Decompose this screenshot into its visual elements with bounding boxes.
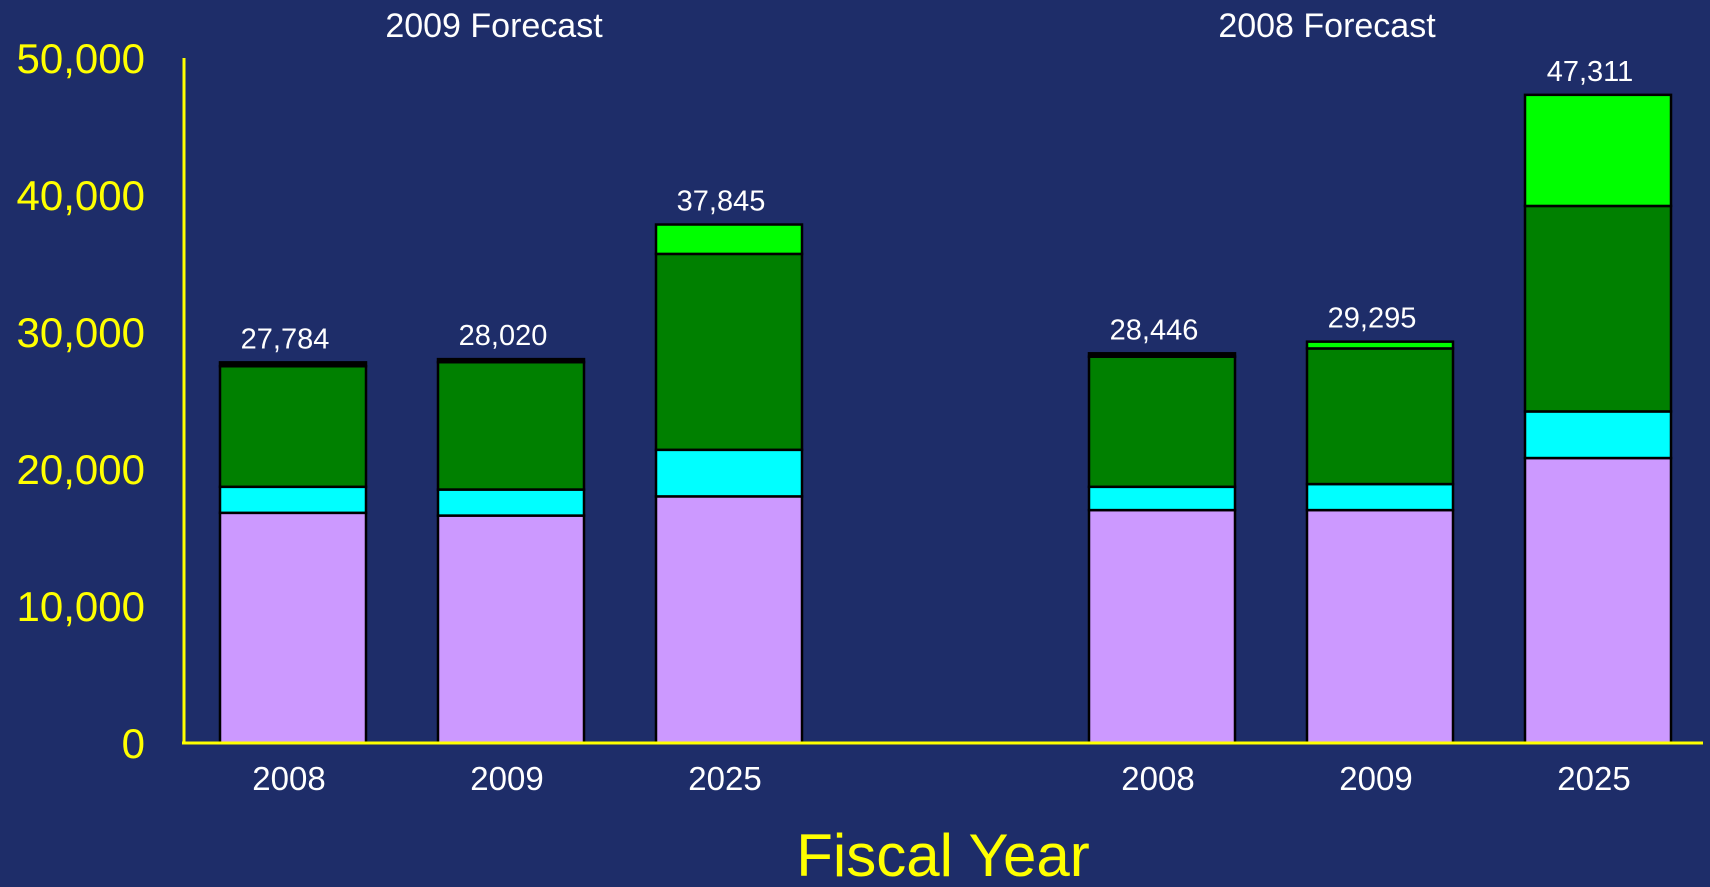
bar-segment [1305, 340, 1455, 350]
bar-segment [654, 495, 804, 745]
bar-segment [654, 448, 804, 498]
bar-segment [436, 514, 586, 745]
group-title: 2008 Forecast [1218, 7, 1436, 45]
bar-segment [1305, 508, 1455, 745]
bar-segment [218, 511, 368, 745]
bar-segment [218, 361, 368, 368]
bar-segment [654, 223, 804, 256]
bar-labels: 2009 Forecast 27,784 2008 28,020 2009 37,845 2… [241, 7, 1634, 797]
bars-layer [218, 93, 1673, 745]
y-tick-label: 0 [122, 720, 145, 767]
bar-segment [1523, 93, 1673, 208]
bar-segment [654, 252, 804, 452]
group-title: 2009 Forecast [385, 7, 603, 45]
bar-total-label: 47,311 [1547, 56, 1634, 88]
bar-total-label: 37,845 [677, 186, 766, 218]
bar-segment [1305, 347, 1455, 486]
y-tick-label: 10,000 [17, 583, 145, 630]
bar-segment [1523, 456, 1673, 745]
bar-segment [1523, 204, 1673, 413]
bar-total-label: 27,784 [241, 323, 330, 355]
bar-total-label: 28,446 [1110, 314, 1199, 346]
bar-segment [218, 485, 368, 515]
y-tick-labels: 0 10,000 20,000 30,000 40,000 50,000 [17, 35, 145, 767]
bar-segment [1523, 410, 1673, 460]
bar-total-label: 29,295 [1328, 303, 1417, 335]
bar-total-label: 28,020 [459, 320, 548, 352]
x-category-label: 2009 [470, 760, 543, 797]
bar-segment [1087, 485, 1237, 512]
y-tick-label: 50,000 [17, 35, 145, 82]
bar-segment [1087, 352, 1237, 358]
y-tick-label: 30,000 [17, 309, 145, 356]
bar-segment [1305, 482, 1455, 512]
bar-segment [218, 365, 368, 489]
y-tick-label: 40,000 [17, 172, 145, 219]
bar-segment [436, 488, 586, 517]
x-category-label: 2008 [252, 760, 325, 797]
bar-segment [1087, 355, 1237, 489]
x-category-label: 2025 [1557, 760, 1630, 797]
x-category-label: 2025 [688, 760, 761, 797]
bar-segment [436, 357, 586, 364]
x-category-label: 2008 [1121, 760, 1194, 797]
bar-segment [1087, 508, 1237, 745]
y-tick-label: 20,000 [17, 446, 145, 493]
x-axis-title: Fiscal Year [796, 822, 1090, 887]
bar-segment [436, 360, 586, 491]
x-category-label: 2009 [1339, 760, 1412, 797]
